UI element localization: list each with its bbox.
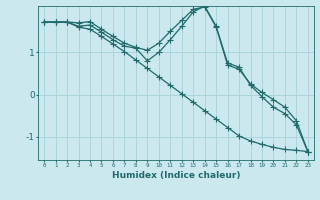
X-axis label: Humidex (Indice chaleur): Humidex (Indice chaleur) — [112, 171, 240, 180]
